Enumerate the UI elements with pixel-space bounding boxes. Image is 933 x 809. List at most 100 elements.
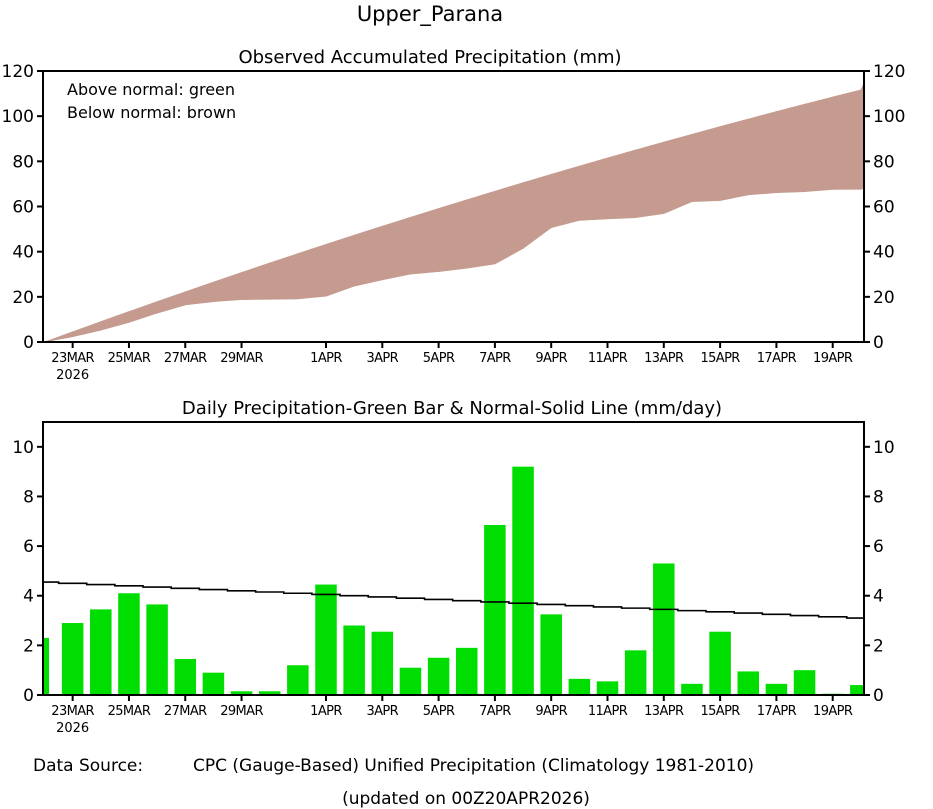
below-normal-area-segment	[410, 208, 439, 275]
below-normal-area-segment	[44, 331, 73, 343]
y-tick-label-left: 40	[12, 243, 34, 263]
daily-precip-bar	[230, 691, 253, 695]
below-normal-area-segment	[269, 253, 299, 300]
y-tick-label-left: 10	[12, 438, 34, 458]
below-normal-area-segment	[691, 126, 721, 202]
daily-precip-bar	[484, 524, 506, 695]
below-normal-area-segment	[241, 262, 270, 300]
x-tick-label: 17APR	[757, 704, 797, 719]
daily-precip-bar	[174, 659, 196, 695]
x-tick-label: 7APR	[479, 704, 511, 719]
x-tick-label: 5APR	[423, 351, 455, 366]
below-normal-area-segment	[522, 173, 552, 250]
page-title: Upper_Parana	[357, 2, 503, 27]
x-tick-label: 1APR	[310, 704, 342, 719]
data-source-text: CPC (Gauge-Based) Unified Precipitation …	[193, 756, 754, 776]
below-normal-area-segment	[635, 141, 665, 219]
y-tick-label-right: 80	[873, 152, 895, 172]
below-normal-area-segment	[156, 291, 186, 314]
data-source-label: Data Source:	[33, 756, 143, 776]
x-tick-label: 23MAR	[51, 351, 94, 366]
y-tick-label-left: 60	[12, 198, 34, 218]
x-tick-label: 7APR	[479, 351, 511, 366]
daily-precip-bar	[287, 665, 309, 695]
y-tick-label-left: 6	[23, 537, 34, 557]
x-tick-label: 11APR	[588, 704, 628, 719]
y-tick-label-right: 60	[873, 198, 895, 218]
below-normal-area-segment	[72, 321, 102, 338]
y-tick-label-right: 6	[873, 537, 884, 557]
y-tick-label-right: 20	[873, 288, 895, 308]
y-tick-label-right: 8	[873, 487, 884, 507]
x-tick-label: 19APR	[813, 351, 853, 366]
legend-below-normal: Below normal: brown	[67, 103, 236, 122]
upper-axes: 0 0 20 20 40 40 60 60 80 80 100 100 120 120 23MAR 25MAR…	[2, 62, 906, 383]
legend-above-normal: Above normal: green	[67, 80, 235, 99]
daily-precip-bar	[596, 681, 619, 695]
x-tick-label: 27MAR	[164, 704, 207, 719]
below-normal-area-segment	[579, 157, 608, 221]
y-tick-label-left: 8	[23, 487, 34, 507]
normal-precip-line	[43, 581, 864, 619]
y-tick-label-left: 80	[12, 152, 34, 172]
y-tick-label-right: 40	[873, 243, 895, 263]
y-tick-label-left: 20	[12, 288, 34, 308]
daily-precip-bar	[512, 466, 534, 695]
updated-timestamp: (updated on 00Z20APR2026)	[342, 789, 590, 809]
y-tick-label-left: 120	[2, 62, 34, 82]
normal-line-layer	[43, 581, 864, 619]
lower-plot-frame	[42, 421, 865, 696]
below-normal-area-segment	[353, 225, 383, 287]
daily-precip-bar	[624, 650, 647, 695]
daily-precip-bar	[540, 614, 562, 695]
accumulated-precip-chart: Observed Accumulated Precipitation (mm) …	[2, 47, 906, 383]
lower-axes: 0 0 2 2 4 4 6 6 8 8 10 10 23MAR 25MAR 27MAR 29MAR 1APR 3A…	[12, 438, 894, 736]
below-normal-area-segment	[804, 96, 833, 193]
below-normal-area-segment	[438, 199, 468, 272]
y-tick-label-left: 0	[23, 686, 34, 706]
below-normal-area-segment	[213, 272, 242, 303]
x-tick-label: 3APR	[366, 704, 398, 719]
daily-precip-bar	[850, 685, 864, 695]
daily-precip-bar	[765, 683, 788, 695]
lower-bars-layer	[43, 466, 864, 695]
daily-precip-bar	[653, 563, 675, 695]
daily-precip-bar	[793, 670, 816, 695]
y-tick-label-left: 2	[23, 636, 34, 656]
daily-precip-bar	[315, 584, 337, 695]
daily-precip-bar	[202, 672, 225, 695]
y-tick-label-right: 0	[873, 333, 884, 353]
below-normal-area-segment	[325, 234, 355, 297]
x-tick-label: 11APR	[588, 351, 628, 366]
lower-chart-title: Daily Precipitation-Green Bar & Normal-S…	[182, 398, 722, 419]
x-tick-label: 13APR	[644, 704, 684, 719]
upper-chart-title: Observed Accumulated Precipitation (mm)	[238, 47, 621, 68]
x-tick-label: 25MAR	[108, 351, 151, 366]
daily-precip-bar	[258, 691, 281, 695]
below-normal-area-segment	[719, 118, 749, 201]
x-tick-label: 9APR	[535, 704, 567, 719]
upper-area-layer	[44, 82, 865, 343]
x-tick-label: 15APR	[700, 351, 740, 366]
daily-precip-chart: Daily Precipitation-Green Bar & Normal-S…	[12, 398, 894, 736]
daily-precip-bar	[399, 667, 422, 695]
daily-precip-bar	[427, 657, 450, 695]
y-tick-label-left: 100	[2, 107, 34, 127]
x-year-label: 2026	[56, 721, 89, 736]
y-tick-label-right: 4	[873, 587, 884, 607]
daily-precip-bar	[118, 593, 140, 695]
below-normal-area-segment	[381, 216, 411, 281]
x-tick-label: 17APR	[757, 351, 797, 366]
below-normal-area-segment	[776, 103, 805, 194]
below-normal-area-segment	[832, 89, 862, 190]
y-tick-label-right: 120	[873, 62, 905, 82]
daily-precip-bar	[456, 647, 478, 695]
daily-precip-bar	[146, 604, 168, 695]
x-tick-label: 9APR	[535, 351, 567, 366]
daily-precip-bar	[343, 625, 365, 695]
y-tick-label-left: 4	[23, 587, 34, 607]
below-normal-area-segment	[550, 165, 580, 229]
below-normal-area-segment	[128, 301, 158, 323]
x-tick-label: 27MAR	[164, 351, 207, 366]
